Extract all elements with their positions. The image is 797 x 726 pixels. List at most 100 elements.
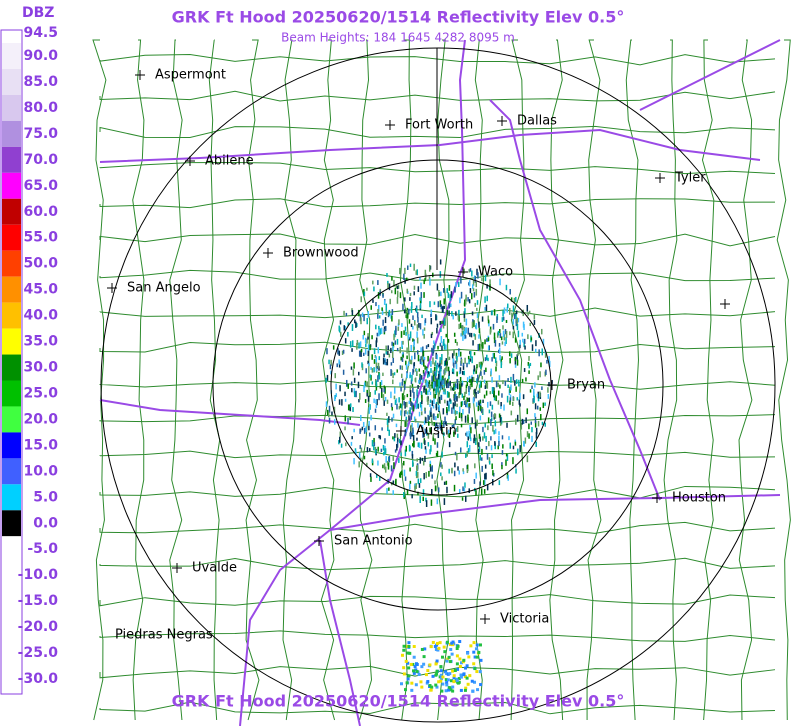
echo: [438, 370, 441, 377]
echo: [453, 332, 456, 337]
echo: [451, 368, 454, 372]
echo: [488, 457, 491, 463]
echo: [533, 320, 536, 325]
echo: [437, 432, 440, 439]
echo: [502, 325, 504, 330]
echo: [459, 675, 463, 679]
echo: [473, 365, 476, 372]
echo: [341, 399, 343, 406]
echo: [468, 488, 470, 493]
echo: [539, 407, 542, 411]
echo: [465, 664, 469, 668]
echo: [462, 471, 465, 475]
echo: [456, 644, 460, 648]
echo: [529, 322, 531, 327]
echo: [402, 672, 406, 676]
echo: [514, 356, 517, 362]
echo: [419, 478, 422, 483]
echo: [409, 432, 411, 437]
echo: [406, 651, 410, 655]
echo: [455, 654, 459, 658]
echo: [499, 354, 501, 361]
echo: [383, 326, 386, 331]
echo: [375, 356, 377, 363]
echo: [328, 359, 330, 365]
scale-label: 70.0: [23, 152, 58, 168]
echo: [446, 288, 448, 294]
echo: [534, 403, 537, 410]
echo: [447, 366, 450, 372]
echo: [375, 399, 377, 405]
echo: [530, 337, 533, 341]
echo: [441, 682, 445, 686]
echo: [469, 437, 472, 442]
echo: [440, 420, 443, 428]
road: [99, 399, 361, 426]
echo: [447, 655, 451, 659]
echo: [388, 487, 390, 491]
echo: [488, 409, 491, 414]
echo: [365, 368, 367, 374]
echo: [480, 381, 482, 388]
echo: [458, 392, 460, 399]
echo: [417, 422, 419, 428]
echo: [466, 651, 470, 655]
echo: [512, 325, 515, 330]
echo: [520, 422, 523, 430]
echo: [411, 402, 413, 407]
echo: [464, 357, 466, 364]
echo: [458, 657, 462, 661]
echo: [463, 302, 466, 306]
echo: [459, 297, 461, 304]
echo: [475, 281, 477, 288]
echo: [427, 374, 429, 378]
echo: [502, 316, 505, 321]
echo: [456, 403, 458, 408]
echo: [427, 344, 430, 348]
echo: [388, 455, 391, 463]
echo: [412, 434, 415, 442]
echo: [461, 370, 464, 375]
echo: [362, 421, 365, 427]
echo: [494, 428, 497, 434]
echo: [468, 299, 471, 304]
echo: [423, 387, 425, 393]
echo: [412, 387, 414, 393]
echo: [499, 333, 502, 339]
echo: [496, 316, 498, 323]
echo: [453, 424, 455, 429]
echo: [450, 386, 452, 391]
echo: [362, 334, 364, 340]
echo: [460, 381, 462, 389]
echo: [463, 675, 467, 679]
echo: [400, 410, 402, 416]
echo: [490, 418, 492, 426]
echo: [388, 429, 390, 436]
echo: [483, 432, 486, 439]
echo: [403, 380, 406, 387]
echo: [515, 379, 518, 385]
echo: [339, 320, 342, 325]
echo: [522, 321, 525, 328]
echo: [437, 646, 441, 650]
city-label: Bryan: [567, 378, 605, 393]
city-marker: [385, 120, 395, 130]
county-line: [436, 39, 450, 721]
echo: [347, 331, 349, 337]
echo: [504, 329, 507, 335]
echo: [392, 490, 394, 496]
echo: [406, 411, 409, 415]
echo: [430, 412, 432, 418]
scale-swatch: [2, 302, 21, 329]
scale-swatch: [2, 328, 21, 355]
echo: [344, 415, 347, 422]
scale-label: 90.0: [23, 48, 58, 64]
echo: [415, 270, 417, 275]
echo: [440, 365, 442, 370]
echo: [383, 300, 386, 305]
echo: [414, 662, 418, 666]
echo: [384, 438, 386, 444]
echo: [416, 458, 418, 462]
echo: [402, 340, 404, 345]
echo: [464, 308, 466, 314]
